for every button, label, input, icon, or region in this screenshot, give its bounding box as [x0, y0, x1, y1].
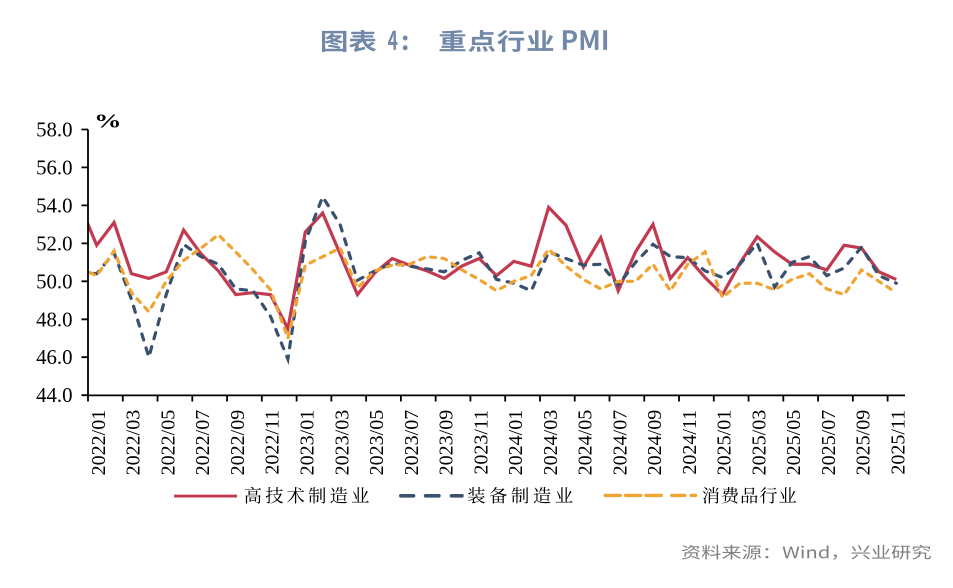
svg-text:2022/03: 2022/03	[123, 410, 145, 476]
svg-text:2024/11: 2024/11	[679, 410, 701, 475]
svg-text:2023/05: 2023/05	[366, 410, 388, 476]
svg-text:2023/11: 2023/11	[470, 410, 492, 475]
svg-text:2023/03: 2023/03	[331, 410, 353, 476]
svg-text:2022/07: 2022/07	[192, 410, 214, 476]
svg-text:2022/05: 2022/05	[157, 410, 179, 476]
svg-text:54.0: 54.0	[36, 194, 72, 217]
svg-text:48.0: 48.0	[36, 308, 72, 331]
svg-text:2025/07: 2025/07	[818, 410, 840, 476]
svg-text:44.0: 44.0	[36, 384, 72, 407]
svg-text:2025/03: 2025/03	[748, 410, 770, 476]
svg-text:2024/03: 2024/03	[540, 410, 562, 476]
svg-text:2024/01: 2024/01	[505, 410, 527, 476]
svg-text:2022/11: 2022/11	[262, 410, 284, 475]
svg-text:%: %	[94, 111, 122, 133]
svg-text:2025/05: 2025/05	[783, 410, 805, 476]
svg-text:50.0: 50.0	[36, 270, 72, 293]
svg-text:52.0: 52.0	[36, 232, 72, 255]
svg-text:2023/01: 2023/01	[296, 410, 318, 476]
svg-text:2024/05: 2024/05	[575, 410, 597, 476]
svg-text:2022/09: 2022/09	[227, 410, 249, 476]
svg-text:56.0: 56.0	[36, 156, 72, 179]
svg-text:2023/07: 2023/07	[401, 410, 423, 476]
svg-text:2024/09: 2024/09	[644, 410, 666, 476]
svg-text:2024/07: 2024/07	[609, 410, 631, 476]
svg-text:2025/01: 2025/01	[714, 410, 736, 476]
svg-text:2023/09: 2023/09	[436, 410, 458, 476]
svg-text:58.0: 58.0	[36, 119, 72, 142]
svg-text:2025/09: 2025/09	[853, 410, 875, 476]
svg-text:46.0: 46.0	[36, 346, 72, 369]
svg-text:2022/01: 2022/01	[88, 410, 110, 476]
svg-text:2025/11: 2025/11	[888, 410, 910, 475]
